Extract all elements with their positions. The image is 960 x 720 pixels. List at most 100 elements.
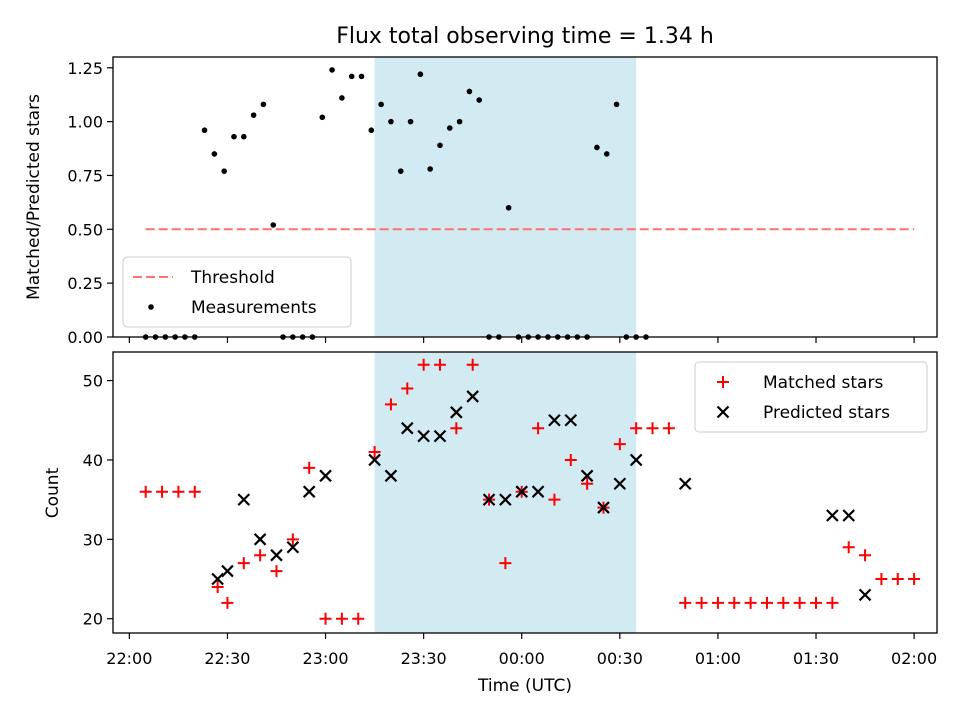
y-tick-label: 0.50 (67, 220, 103, 239)
x-tick-label: 01:00 (695, 649, 741, 668)
axes-frame (112, 56, 938, 338)
matched-stars-point (401, 382, 414, 395)
predicted-stars-point (211, 572, 224, 586)
matched-stars-point (237, 557, 250, 570)
predicted-stars-point (401, 421, 414, 435)
measurement-point (368, 127, 375, 134)
predicted-stars-point (237, 493, 251, 506)
measurement-point (231, 133, 237, 140)
measurement-point (240, 133, 247, 140)
matched-stars-point (319, 612, 332, 625)
matched-stars-point (532, 422, 545, 435)
measurement-point (446, 125, 453, 131)
measurement-point (505, 204, 512, 211)
matched-stars-point (711, 596, 724, 609)
y-tick-label: 0.25 (67, 274, 103, 293)
predicted-stars-point (531, 485, 545, 498)
y-tick-label: 40 (83, 451, 103, 470)
matched-stars-point (450, 422, 463, 435)
measurement-point (211, 151, 218, 157)
matched-stars-point (564, 453, 577, 466)
predicted-stars-point (253, 533, 267, 546)
y-tick-label: 0.75 (67, 166, 103, 185)
matched-stars-point (466, 358, 479, 371)
predicted-stars-point (417, 429, 430, 443)
predicted-stars-point (858, 588, 872, 602)
matched-stars-point (826, 596, 839, 609)
matched-stars-point (188, 485, 201, 498)
matched-stars-point (859, 549, 872, 562)
measurement-point (603, 151, 610, 157)
matched-stars-point (172, 485, 185, 498)
measurement-point (466, 88, 473, 95)
matched-stars-point (581, 477, 594, 490)
x-axis-label: Time (UTC) (477, 676, 572, 696)
predicted-stars-point (597, 501, 610, 514)
legend-predicted-swatch (716, 405, 730, 419)
matched-stars-point (744, 596, 757, 609)
measurement-point (270, 222, 277, 228)
matched-stars-point (417, 358, 430, 371)
matched-stars-point (368, 446, 381, 459)
matched-stars-point (254, 549, 267, 562)
predicted-stars-point (678, 477, 692, 491)
matched-stars-point (679, 596, 692, 609)
y-tick-label: 1.25 (67, 59, 103, 78)
matched-stars-point (221, 596, 234, 609)
measurement-point (221, 168, 227, 174)
legend-label: Predicted stars (763, 403, 890, 423)
y-tick-label: 30 (83, 530, 103, 549)
bottom-panel: 20 30 40 50 22:00 22:30 23:00 23:30 00:00 00:30 01… (83, 351, 938, 668)
predicted-stars-point (466, 390, 479, 403)
measurement-point (339, 95, 345, 101)
predicted-stars-point (826, 509, 839, 522)
matched-stars-point (613, 438, 626, 451)
measurement-point (456, 118, 463, 125)
predicted-stars-point (515, 485, 529, 498)
matched-stars-point (499, 557, 512, 570)
measurement-point (358, 73, 365, 80)
matched-stars-point (908, 573, 921, 586)
matched-stars-point (139, 485, 152, 498)
x-tick-label: 02:00 (891, 649, 937, 668)
chart-title: Flux total observing time = 1.34 h (336, 24, 714, 49)
matched-stars-point (777, 596, 790, 609)
legend-label: Threshold (190, 268, 275, 288)
y-tick-label: 1.00 (67, 113, 103, 132)
measurement-point (260, 101, 267, 108)
matched-stars-point (810, 596, 823, 609)
predicted-stars-point (580, 469, 594, 483)
measurement-point (427, 166, 433, 172)
predicted-stars-point (270, 548, 283, 562)
predicted-stars-point (613, 477, 627, 491)
measurement-point (397, 168, 404, 174)
predicted-stars-point (629, 453, 643, 467)
matched-stars-point (548, 493, 561, 506)
predicted-stars-point (286, 540, 300, 554)
predicted-stars-point (482, 493, 496, 506)
legend: Matched stars Predicted stars (694, 361, 928, 433)
predicted-stars-point (564, 413, 578, 427)
y-tick-label: 50 (83, 372, 103, 391)
matched-stars-point (875, 573, 888, 586)
measurement-point (388, 118, 394, 125)
measurement-point (329, 67, 335, 73)
measurement-point (201, 127, 208, 134)
matched-stars-point (842, 541, 855, 554)
predicted-stars-point (450, 406, 463, 419)
measurement-point (613, 101, 620, 108)
predicted-stars-point (302, 485, 316, 498)
shaded-observing-span (374, 352, 637, 633)
predicted-stars-point (368, 453, 381, 467)
legend-measurement-swatch (148, 304, 154, 310)
legend-box (122, 256, 352, 328)
measurement-point (250, 112, 257, 118)
measurement-point (594, 144, 600, 151)
y-tick-label: 20 (83, 610, 103, 629)
matched-stars-point (662, 422, 675, 435)
measurement-point (319, 114, 326, 121)
matched-stars-point (335, 612, 348, 625)
measurement-point (476, 97, 483, 103)
predicted-stars-point (319, 469, 332, 483)
